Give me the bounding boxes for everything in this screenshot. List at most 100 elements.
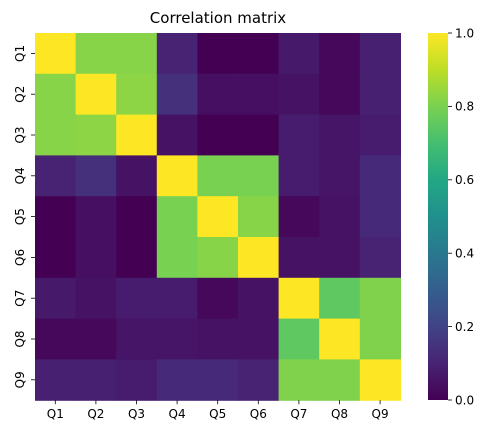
heatmap-cell-q5-q9 — [359, 196, 401, 238]
heatmap-cell-q7-q8 — [319, 277, 361, 320]
heatmap-cell-q3-q3 — [116, 114, 158, 156]
heatmap-cell-q1-q1 — [35, 33, 77, 75]
x-tick-label: Q1 — [47, 407, 64, 421]
x-tick-label: Q5 — [209, 407, 226, 421]
colorbar-tick-label: 1.0 — [455, 26, 474, 40]
y-axis-ticks: Q1 Q2 Q3 Q4 Q5 Q6 Q7 Q8 Q9 — [13, 45, 35, 388]
x-tick-label: Q3 — [128, 407, 145, 421]
heatmap-cell-q1-q3 — [116, 33, 158, 75]
y-tick-label: Q1 — [13, 45, 27, 62]
x-tick-label: Q7 — [290, 407, 307, 421]
heatmap-cell-q3-q2 — [75, 114, 117, 156]
heatmap-cell-q5-q8 — [319, 196, 361, 238]
heatmap-cell-q1-q4 — [156, 33, 198, 75]
heatmap-cell-q8-q7 — [278, 318, 320, 360]
heatmap-cell-q2-q5 — [197, 73, 239, 116]
heatmap-cell-q9-q3 — [116, 359, 158, 401]
heatmap-cell-q8-q9 — [359, 318, 401, 360]
heatmap-cell-q2-q2 — [75, 73, 117, 116]
heatmap-cell-q5-q1 — [35, 196, 77, 238]
colorbar: 0.0 0.2 0.4 0.6 0.8 1.0 — [428, 26, 474, 407]
x-tick-label: Q2 — [87, 407, 104, 421]
heatmap-cell-q9-q9 — [359, 359, 401, 401]
x-tick-label: Q9 — [372, 407, 389, 421]
heatmap-cell-q2-q1 — [35, 73, 77, 116]
heatmap-cell-q7-q4 — [156, 277, 198, 320]
heatmap-cell-q7-q2 — [75, 277, 117, 320]
heatmap-cell-q7-q5 — [197, 277, 239, 320]
heatmap-cell-q4-q9 — [359, 155, 401, 197]
heatmap-cell-q8-q6 — [238, 318, 280, 360]
heatmap-cell-q7-q3 — [116, 277, 158, 320]
heatmap-cell-q8-q2 — [75, 318, 117, 360]
y-tick-label: Q6 — [13, 249, 27, 266]
heatmap-cell-q8-q5 — [197, 318, 239, 360]
heatmap-cell-q4-q6 — [238, 155, 280, 197]
heatmap-cell-q6-q8 — [319, 237, 361, 279]
heatmap-cell-q8-q4 — [156, 318, 198, 360]
heatmap-cell-q4-q7 — [278, 155, 320, 197]
y-tick-label: Q7 — [13, 290, 27, 307]
heatmap-cell-q1-q8 — [319, 33, 361, 75]
heatmap-cell-q4-q8 — [319, 155, 361, 197]
heatmap-cell-q3-q9 — [359, 114, 401, 156]
heatmap-cell-q4-q3 — [116, 155, 158, 197]
heatmap-cell-q1-q7 — [278, 33, 320, 75]
heatmap-cell-q9-q1 — [35, 359, 77, 401]
heatmap-cell-q3-q5 — [197, 114, 239, 156]
heatmap-cell-q6-q9 — [359, 237, 401, 279]
heatmap-cell-q7-q1 — [35, 277, 77, 320]
chart-title: Correlation matrix — [150, 9, 287, 27]
colorbar-tick-label: 0.2 — [455, 320, 474, 334]
heatmap-cell-q2-q7 — [278, 73, 320, 116]
heatmap-cell-q9-q4 — [156, 359, 198, 401]
heatmap-cell-q9-q5 — [197, 359, 239, 401]
heatmap-cell-q6-q6 — [238, 237, 280, 279]
heatmap-cell-q8-q8 — [319, 318, 361, 360]
heatmap-cell-q5-q3 — [116, 196, 158, 238]
heatmap-cell-q9-q2 — [75, 359, 117, 401]
heatmap-cell-q5-q7 — [278, 196, 320, 238]
heatmap-cell-q3-q7 — [278, 114, 320, 156]
heatmap-cell-q1-q5 — [197, 33, 239, 75]
heatmap-cell-q3-q6 — [238, 114, 280, 156]
heatmap-cell-q5-q4 — [156, 196, 198, 238]
heatmap-cell-q5-q5 — [197, 196, 239, 238]
heatmap-cell-q6-q7 — [278, 237, 320, 279]
y-tick-label: Q8 — [13, 330, 27, 347]
heatmap-cell-q2-q8 — [319, 73, 361, 116]
heatmap-cell-q3-q8 — [319, 114, 361, 156]
x-tick-label: Q8 — [331, 407, 348, 421]
heatmap-cell-q6-q1 — [35, 237, 77, 279]
heatmap-cell-q1-q9 — [359, 33, 401, 75]
colorbar-tick-label: 0.4 — [455, 247, 474, 261]
y-tick-label: Q4 — [13, 167, 27, 184]
heatmap-cell-q5-q6 — [238, 196, 280, 238]
heatmap-cell-q2-q6 — [238, 73, 280, 116]
heatmap-cell-q3-q1 — [35, 114, 77, 156]
heatmap-cell-q4-q5 — [197, 155, 239, 197]
colorbar-tick-label: 0.8 — [455, 100, 474, 114]
heatmap-cell-q2-q9 — [359, 73, 401, 116]
heatmap-cell-q9-q8 — [319, 359, 361, 401]
x-axis-ticks: Q1 Q2 Q3 Q4 Q5 Q6 Q7 Q8 Q9 — [47, 400, 389, 421]
heatmap-cell-q9-q7 — [278, 359, 320, 401]
heatmap-cell-q6-q5 — [197, 237, 239, 279]
heatmap-cell-q2-q3 — [116, 73, 158, 116]
heatmap-cell-q7-q6 — [238, 277, 280, 320]
colorbar-tick-label: 0.6 — [455, 173, 474, 187]
heatmap-cell-q4-q1 — [35, 155, 77, 197]
colorbar-gradient — [428, 33, 448, 400]
heatmap-cell-q1-q6 — [238, 33, 280, 75]
heatmap-cell-q4-q4 — [156, 155, 198, 197]
heatmap-cell-q5-q2 — [75, 196, 117, 238]
x-tick-label: Q4 — [169, 407, 186, 421]
heatmap-cells — [35, 33, 401, 401]
x-tick-label: Q6 — [250, 407, 267, 421]
heatmap-cell-q8-q1 — [35, 318, 77, 360]
heatmap-cell-q2-q4 — [156, 73, 198, 116]
y-tick-label: Q3 — [13, 126, 27, 143]
heatmap-cell-q3-q4 — [156, 114, 198, 156]
